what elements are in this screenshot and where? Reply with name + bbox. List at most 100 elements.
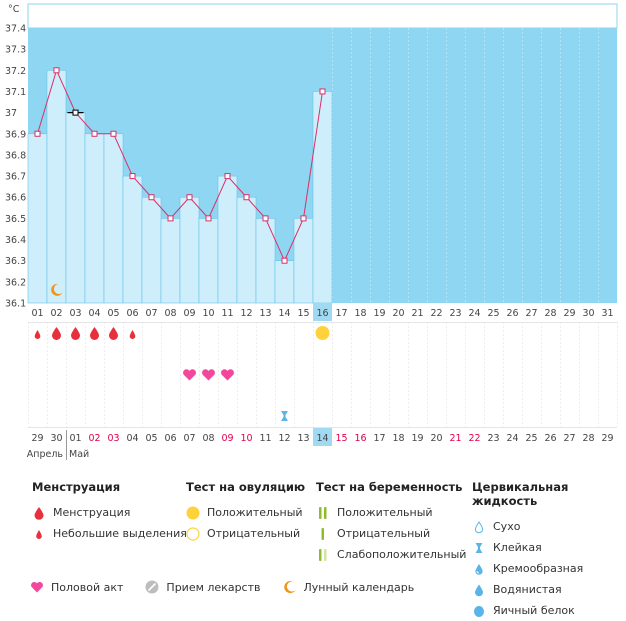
x-tick-label: 24 — [468, 308, 480, 319]
x-tick-label: 02 — [50, 308, 62, 319]
temperature-bar — [122, 175, 143, 304]
legend-row: Положительный — [186, 502, 305, 523]
temperature-point — [91, 130, 98, 137]
heart-icon — [202, 369, 215, 381]
x-tick-label: 09 — [183, 308, 195, 319]
x-tick-label: 14 — [278, 308, 290, 319]
x-tick-label: 25 — [487, 308, 499, 319]
small-drop-icon — [34, 330, 41, 339]
legend-label: Небольшие выделения — [53, 527, 187, 540]
x-tick-label: 31 — [601, 308, 613, 319]
pill-icon — [145, 580, 159, 594]
temperature-bar — [255, 218, 276, 304]
x-bottom-tick-label: 10 — [240, 433, 252, 444]
y-tick-label: 37.2 — [5, 66, 26, 77]
x-tick-label: 20 — [392, 308, 404, 319]
x-tick-label: 01 — [31, 308, 43, 319]
temperature-bar — [312, 91, 333, 304]
temperature-point — [34, 130, 41, 137]
faint-line-icon — [316, 548, 330, 562]
x-bottom-tick-label: 08 — [202, 433, 214, 444]
heart-icon — [221, 369, 234, 381]
x-bottom-tick-label: 19 — [411, 433, 423, 444]
menstruation-drop-icon — [109, 327, 118, 340]
temperature-bar — [198, 218, 219, 304]
watery-drop-icon — [472, 583, 486, 597]
x-bottom-tick-label: 26 — [544, 433, 556, 444]
temperature-bar — [103, 133, 124, 304]
empty-circle-icon — [186, 526, 200, 541]
x-bottom-tick-label: 24 — [506, 433, 518, 444]
x-bottom-tick-label: 22 — [468, 433, 480, 444]
x-bottom-tick-label: 09 — [221, 433, 233, 444]
temperature-point — [129, 173, 136, 180]
y-tick-label: 37.3 — [5, 45, 26, 56]
x-bottom-tick-label: 07 — [183, 433, 195, 444]
legend-cervical: Цервикальная жидкость Сухо Клейкая Кремо… — [472, 480, 626, 621]
legend-row: Сухо — [472, 516, 626, 537]
legend-row: Водянистая — [472, 579, 626, 600]
temperature-point — [186, 194, 193, 201]
x-bottom-tick-label: 05 — [145, 433, 157, 444]
egg-white-icon — [472, 604, 486, 618]
y-tick-label: 36.6 — [5, 193, 26, 204]
x-tick-label: 29 — [563, 308, 575, 319]
temperature-point — [243, 194, 250, 201]
legend-pregnancy-title: Тест на беременность — [316, 480, 463, 494]
x-bottom-tick-label: 02 — [88, 433, 100, 444]
temperature-line — [37, 68, 323, 262]
temperature-point — [262, 215, 269, 222]
x-bottom-tick-label: 16 — [354, 433, 366, 444]
legend-row: Кремообразная — [472, 558, 626, 579]
x-tick-label: 22 — [430, 308, 442, 319]
temperature-bar — [141, 196, 162, 304]
legend-cervical-title: Цервикальная жидкость — [472, 480, 569, 508]
legend-label: Положительный — [207, 506, 303, 519]
chart-top-strip — [27, 3, 618, 29]
x-tick-label: 05 — [107, 308, 119, 319]
temperature-bar — [65, 112, 86, 304]
x-bottom-tick-label: 11 — [259, 433, 271, 444]
x-tick-label: 03 — [69, 308, 81, 319]
legend-intercourse: Половой акт — [30, 580, 123, 594]
temperature-point — [300, 215, 307, 222]
sticky-fluid-icon — [281, 411, 288, 421]
y-tick-label: 36.5 — [5, 214, 26, 225]
legend-label: Яичный белок — [493, 604, 575, 617]
y-tick-label: 36.3 — [5, 256, 26, 267]
x-tick-label: 15 — [297, 308, 309, 319]
sun-icon — [186, 506, 200, 520]
legend-label: Прием лекарств — [166, 580, 261, 594]
y-tick-label: 36.7 — [5, 172, 26, 183]
single-line-icon — [316, 527, 330, 541]
x-tick-label: 18 — [354, 308, 366, 319]
legend-row: Слабоположительный — [316, 544, 466, 565]
y-tick-label: 36.8 — [5, 150, 26, 161]
x-tick-label: 27 — [525, 308, 537, 319]
legend-label: Слабоположительный — [337, 548, 467, 561]
creamy-drop-icon — [472, 562, 486, 576]
legend-row: Отрицательный — [186, 523, 305, 544]
dry-drop-icon — [472, 520, 486, 534]
x-tick-label: 06 — [126, 308, 138, 319]
x-bottom-tick-label: 18 — [392, 433, 404, 444]
legend-label: Кремообразная — [493, 562, 584, 575]
legend-ovulation: Тест на овуляцию Положительный Отрицател… — [186, 480, 305, 544]
small-drop-icon — [32, 527, 46, 541]
legend-row: Клейкая — [472, 537, 626, 558]
x-tick-label: 17 — [335, 308, 347, 319]
temperature-point — [205, 215, 212, 222]
sticky-icon — [472, 541, 486, 555]
temperature-point — [224, 173, 231, 180]
x-bottom-tick-label: 03 — [107, 433, 119, 444]
temperature-point — [53, 67, 60, 74]
x-tick-label: 11 — [221, 308, 233, 319]
temperature-point — [148, 194, 155, 201]
temperature-point — [319, 88, 326, 95]
legend-menstruation: Менструация Менструация Небольшие выделе… — [32, 480, 187, 544]
x-bottom-tick-label: 29 — [31, 433, 43, 444]
current-day-highlight — [313, 428, 332, 446]
ovulation-positive-icon — [315, 326, 330, 340]
x-tick-label: 13 — [259, 308, 271, 319]
temperature-bar — [46, 70, 67, 304]
